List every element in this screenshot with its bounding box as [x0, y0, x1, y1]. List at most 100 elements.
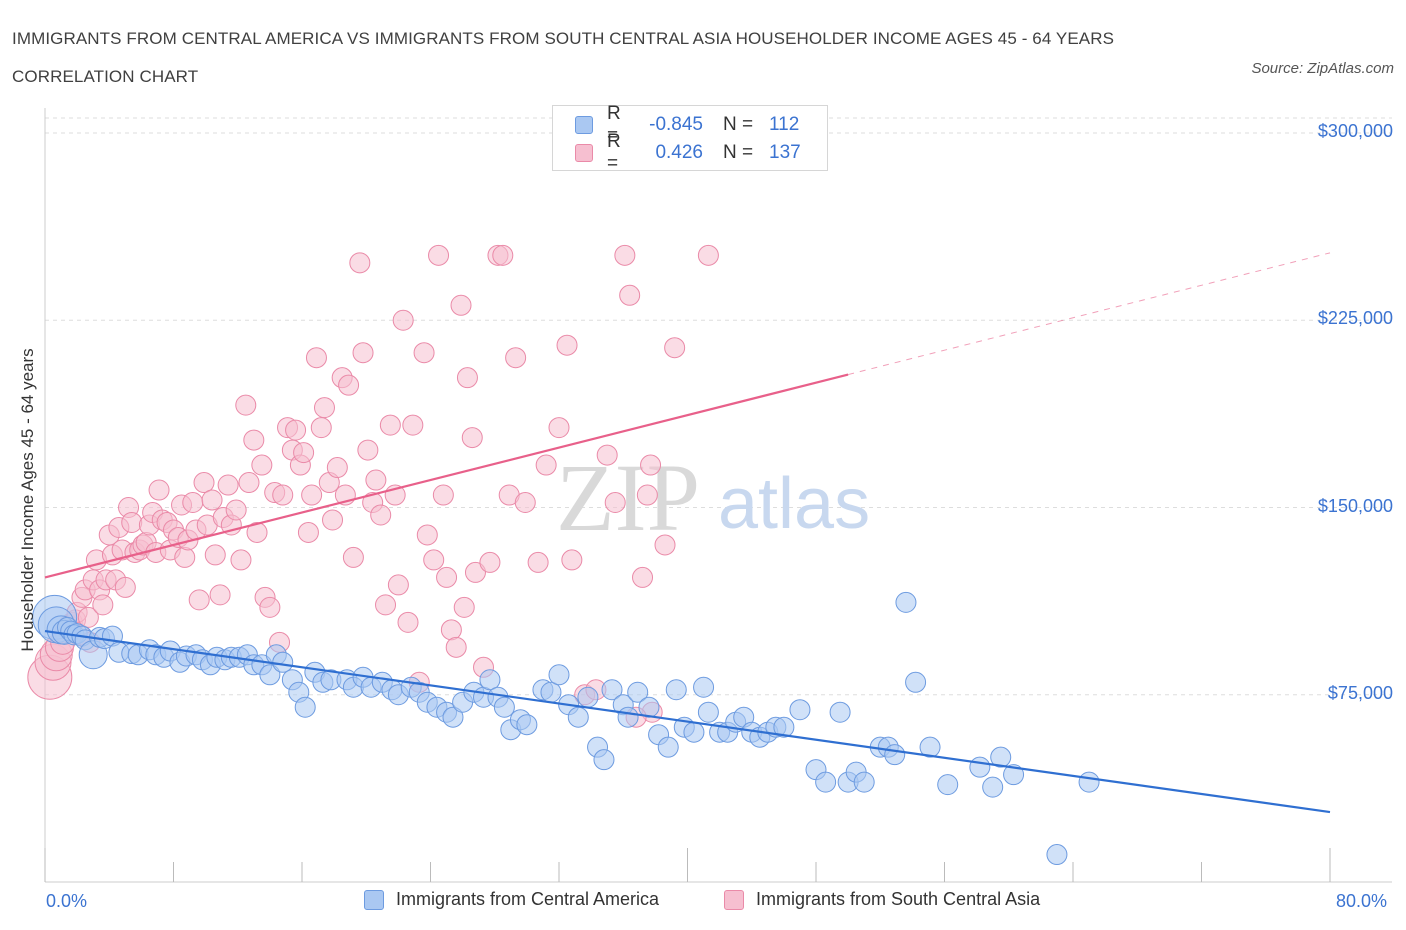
blue-point [884, 744, 906, 766]
pink-point [619, 284, 641, 306]
pink-point [379, 414, 401, 436]
legend-r-label: R = [607, 131, 621, 174]
legend-r-label: R = [607, 103, 621, 146]
watermark-atlas: atlas [718, 464, 870, 544]
blue-point [693, 676, 715, 698]
pink-point [301, 484, 323, 506]
pink-point [114, 576, 136, 598]
pink-point [392, 309, 414, 331]
blue-point [697, 701, 719, 723]
blue-point [773, 716, 795, 738]
blue-point [789, 699, 811, 721]
pink-point [428, 244, 450, 266]
pink-point [92, 594, 114, 616]
pink-point [338, 374, 360, 396]
bottom-legend-swatch-pink [724, 889, 744, 910]
pink-point [596, 444, 618, 466]
chart-title: IMMIGRANTS FROM CENTRAL AMERICA VS IMMIG… [12, 29, 1115, 86]
legend-swatch-blue [575, 116, 593, 134]
blue-point [919, 736, 941, 758]
pink-point [640, 454, 662, 476]
pink-point [357, 439, 379, 461]
blue-point [1078, 771, 1100, 793]
y-axis-label: Householder Income Ages 45 - 64 years [18, 348, 37, 652]
legend-n-label: N = [723, 142, 754, 163]
pink-point [193, 472, 215, 494]
blue-trend-line [44, 629, 1331, 814]
pink-point [182, 492, 204, 514]
blue-point [516, 714, 538, 736]
pink-point [514, 492, 536, 514]
legend-row-blue: R = -0.845 N = 112 [575, 103, 800, 146]
watermark: ZIP atlas [556, 444, 870, 551]
pink-point [174, 546, 196, 568]
pink-point [664, 337, 686, 359]
pink-point [204, 544, 226, 566]
legend-n-label: N = [723, 114, 754, 135]
blue-point [479, 669, 501, 691]
bottom-legend-label-pink: Immigrants from South Central Asia [756, 889, 1041, 909]
blue-point [937, 774, 959, 796]
pink-point [423, 549, 445, 571]
blue-point [853, 771, 875, 793]
chart-source: Source: ZipAtlas.com [1251, 60, 1394, 77]
pink-point [77, 606, 99, 628]
blue-point [627, 681, 649, 703]
pink-point [461, 427, 483, 449]
blue-point [969, 756, 991, 778]
pink-point [342, 546, 364, 568]
blue-point [665, 679, 687, 701]
blue-point [259, 664, 281, 686]
pink-point [243, 429, 265, 451]
pink-point [548, 417, 570, 439]
pink-point [365, 469, 387, 491]
blue-point [493, 696, 515, 718]
y-tick-label: $75,000 [1327, 682, 1393, 703]
blue-point [577, 686, 599, 708]
pink-point [293, 442, 315, 464]
pink-point [450, 294, 472, 316]
blue-point [548, 664, 570, 686]
bottom-legend-pink: Immigrants from South Central Asia [724, 889, 1040, 910]
pink-point [535, 454, 557, 476]
pink-point [305, 347, 327, 369]
pink-point [561, 549, 583, 571]
pink-point [413, 342, 435, 364]
pink-point [259, 596, 281, 618]
pink-point [230, 549, 252, 571]
pink-point [436, 566, 458, 588]
pink-point [272, 484, 294, 506]
blue-point [905, 671, 927, 693]
pink-point [654, 534, 676, 556]
pink-point [352, 342, 374, 364]
y-tick-label: $300,000 [1317, 121, 1393, 141]
legend-n-value: 137 [769, 142, 801, 163]
blue-point [1003, 764, 1025, 786]
pink-point [310, 417, 332, 439]
pink-point [632, 566, 654, 588]
legend-swatch-pink [575, 144, 593, 162]
pink-point [297, 521, 319, 543]
bottom-legend-swatch-blue [364, 889, 384, 910]
y-tick-label: $150,000 [1317, 495, 1393, 516]
bottom-legend-blue: Immigrants from Central America [364, 889, 659, 910]
legend-n-value: 112 [769, 114, 800, 135]
pink-point [188, 589, 210, 611]
pink-point [479, 551, 501, 573]
blue-series-points [32, 591, 1100, 866]
pink-point [387, 574, 409, 596]
pink-point [209, 584, 231, 606]
legend-r-value: 0.426 [655, 142, 703, 163]
blue-point [657, 736, 679, 758]
x-axis-min-label: 0.0% [46, 891, 88, 911]
pink-point [238, 472, 260, 494]
pink-point [614, 244, 636, 266]
y-tick-label: $225,000 [1317, 308, 1393, 329]
blue-point [895, 591, 917, 613]
pink-point [527, 551, 549, 573]
pink-point [349, 252, 371, 274]
pink-point [322, 509, 344, 531]
pink-point [464, 561, 486, 583]
pink-point [225, 499, 247, 521]
pink-point [432, 484, 454, 506]
